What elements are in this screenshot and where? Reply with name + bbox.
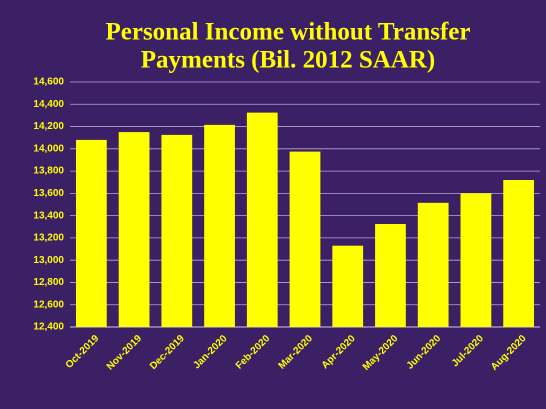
bar [246,112,278,327]
bar [161,134,193,327]
bar [503,180,535,327]
chart-title: Personal Income without Transfer [105,19,470,46]
y-tick-label: 14,000 [33,143,64,154]
bar [289,151,321,327]
y-tick-label: 13,600 [33,188,64,199]
y-tick-label: 12,400 [33,322,64,333]
y-tick-label: 13,400 [33,210,64,221]
bar [375,223,406,327]
y-tick-label: 14,600 [33,77,64,88]
y-tick-label: 12,600 [33,299,64,310]
y-tick-label: 13,200 [33,233,64,244]
y-tick-label: 13,000 [33,255,64,266]
bar [332,245,364,327]
y-tick-label: 14,200 [33,121,64,132]
y-tick-label: 13,800 [33,166,64,177]
chart-title: Payments (Bil. 2012 SAAR) [141,47,435,74]
bar [75,139,107,327]
bar [460,193,492,327]
bar [417,202,449,327]
bar [204,124,235,327]
bar [118,132,150,327]
y-tick-label: 12,800 [33,277,64,288]
y-tick-label: 14,400 [33,99,64,110]
